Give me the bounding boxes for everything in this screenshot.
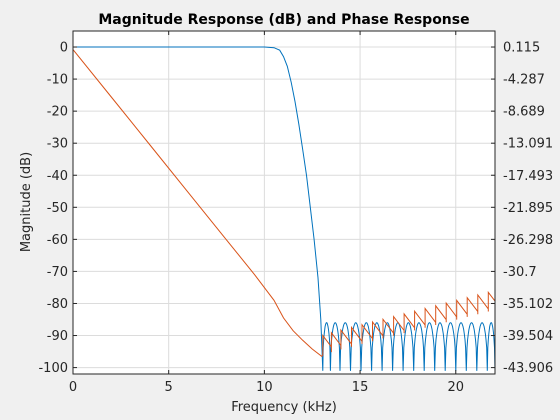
y-tick-label: -50 xyxy=(47,201,68,216)
y2-tick-label: 0.115 xyxy=(503,41,540,56)
y-tick-label: -40 xyxy=(47,169,68,184)
y-tick-label: -60 xyxy=(47,233,68,248)
phase-series-line xyxy=(72,49,496,358)
y2-tick-label: -43.906 xyxy=(503,361,553,376)
magnitude-series-line xyxy=(73,46,496,371)
y2-tick-label: -13.091 xyxy=(503,137,553,152)
y2-tick-label: -30.7 xyxy=(503,265,537,280)
x-axis-label: Frequency (kHz) xyxy=(231,400,337,415)
y2-tick-label: -17.493 xyxy=(503,169,553,184)
x-tick-label: 0 xyxy=(69,380,77,395)
y-tick-label: -30 xyxy=(47,137,68,152)
ticks: 0 5 10 15 20 0 0.115 -10 -4.287 -20 -8.689 -30 -13.0… xyxy=(38,31,553,395)
chart-title: Magnitude Response (dB) and Phase Respon… xyxy=(98,12,469,28)
y2-tick-label: -35.102 xyxy=(503,297,553,312)
plot-area xyxy=(73,31,495,374)
y-tick-label: -90 xyxy=(47,329,68,344)
y-tick-label: -100 xyxy=(38,361,68,376)
y2-tick-label: -26.298 xyxy=(503,233,553,248)
x-tick-label: 5 xyxy=(165,380,173,395)
series-layer xyxy=(72,46,496,371)
y2-tick-label: -8.689 xyxy=(503,105,545,120)
y-tick-label: -10 xyxy=(47,73,68,88)
y2-tick-label: -4.287 xyxy=(503,73,545,88)
y2-tick-label: -21.895 xyxy=(503,201,553,216)
axes-box xyxy=(72,30,496,375)
y-tick-label: -70 xyxy=(47,265,68,280)
y-axis-label: Magnitude (dB) xyxy=(19,152,34,252)
grid xyxy=(73,31,495,374)
x-tick-label: 10 xyxy=(256,380,273,395)
y-tick-label: -20 xyxy=(47,105,68,120)
y-tick-label: 0 xyxy=(60,41,68,56)
x-tick-label: 20 xyxy=(447,380,464,395)
x-tick-label: 15 xyxy=(352,380,369,395)
y-tick-label: -80 xyxy=(47,297,68,312)
y2-tick-label: -39.504 xyxy=(503,329,553,344)
